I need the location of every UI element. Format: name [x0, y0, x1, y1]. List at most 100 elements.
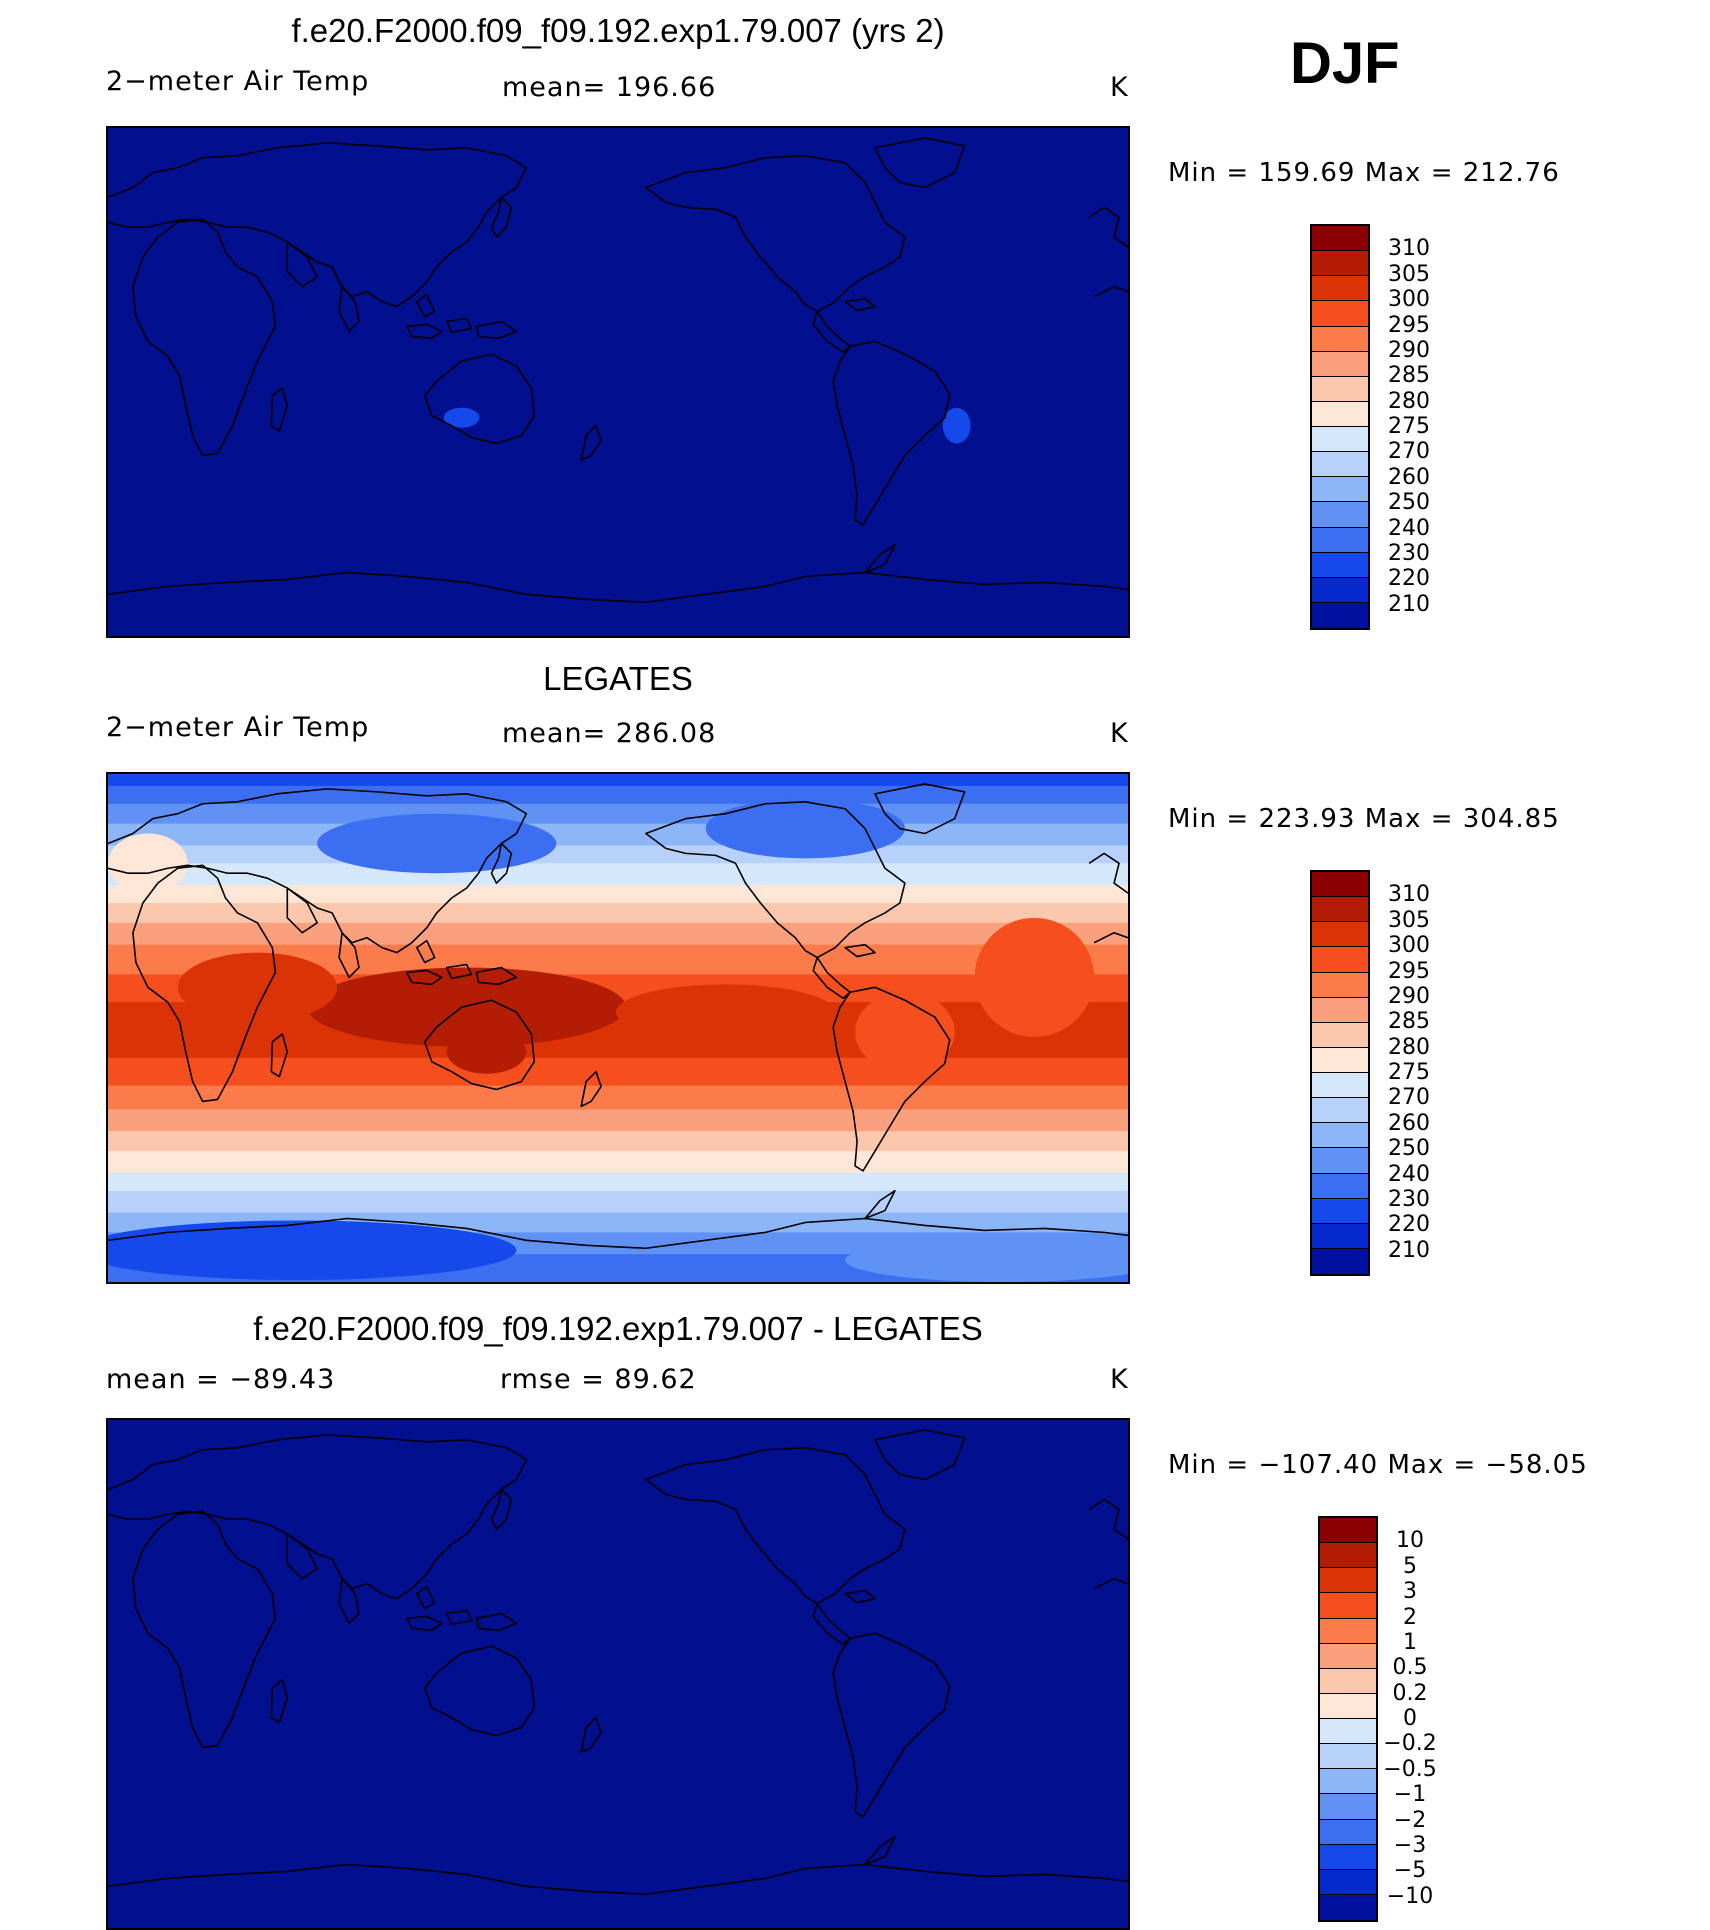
- colorbar-tick-label: 280: [1388, 388, 1430, 414]
- colorbar-swatch: [1312, 1123, 1368, 1149]
- coastline: [874, 137, 966, 189]
- panel-2-minmax: Min = 223.93 Max = 304.85: [1168, 804, 1560, 834]
- coastline: [132, 864, 277, 1103]
- colorbar-tick-label: −2: [1393, 1807, 1427, 1833]
- temperature-band: [108, 1131, 1128, 1153]
- temperature-blob: [855, 992, 955, 1072]
- colorbar-tick-label: −1: [1393, 1782, 1427, 1808]
- coastline: [445, 1609, 473, 1626]
- colorbar-swatch: [1312, 477, 1368, 503]
- colorbar-tick-label: 295: [1388, 958, 1430, 984]
- colorbar-tick-label: 0.5: [1392, 1655, 1428, 1681]
- coastline: [423, 353, 536, 445]
- panel-3-rmse-label: rmse = 89.62: [500, 1364, 697, 1395]
- coastline: [490, 196, 513, 238]
- temperature-band: [108, 845, 1128, 865]
- panel-3-title: f.e20.F2000.f09_f09.192.exp1.79.007 - LE…: [253, 1310, 983, 1347]
- panel-1-mean-label: mean= 196.66: [502, 72, 717, 103]
- coastline: [580, 1716, 602, 1754]
- colorbar-swatch: [1312, 1248, 1368, 1274]
- temperature-band: [108, 922, 1128, 946]
- coastline: [475, 320, 518, 340]
- temperature-band: [108, 1151, 1128, 1174]
- colorbar-swatch: [1320, 1769, 1376, 1795]
- colorbar-swatch: [1312, 276, 1368, 302]
- colorbar-tick-label: 275: [1388, 1060, 1430, 1085]
- panel-1-map: [106, 126, 1130, 638]
- temperature-band: [108, 863, 1128, 887]
- coastline: [108, 142, 528, 308]
- coastline: [812, 956, 851, 1000]
- colorbar-swatch: [1312, 552, 1368, 578]
- colorbar-swatch: [1320, 1543, 1376, 1569]
- temperature-band: [108, 885, 1128, 904]
- coastline: [406, 1615, 443, 1632]
- colorbar-tick-label: 5: [1403, 1553, 1417, 1579]
- temperature-blob: [446, 1029, 527, 1074]
- temperature-band: [108, 774, 1128, 787]
- coastline: [445, 317, 473, 334]
- coastline: [812, 1602, 851, 1646]
- colorbar-tick-label: 220: [1388, 566, 1430, 592]
- coastline: [270, 387, 289, 432]
- coastline: [286, 887, 318, 934]
- coastline: [1093, 1577, 1128, 1590]
- temperature-blob: [307, 967, 626, 1047]
- colorbar-tick-label: 270: [1388, 439, 1430, 465]
- colorbar-tick-label: 230: [1388, 540, 1430, 566]
- colorbar-swatch: [1312, 1148, 1368, 1174]
- coastline: [406, 969, 443, 986]
- temperature-band: [108, 1172, 1128, 1192]
- panel-1-units: K: [1110, 72, 1129, 103]
- panel-3-units: K: [1110, 1364, 1129, 1395]
- colorbar-tick-label: 240: [1388, 515, 1430, 541]
- colorbar-swatch: [1312, 1022, 1368, 1048]
- coastline: [445, 963, 473, 980]
- colorbar-swatch: [1312, 502, 1368, 528]
- season-label: DJF: [1290, 31, 1400, 96]
- coastline: [580, 424, 602, 462]
- colorbar-swatch: [1320, 1869, 1376, 1895]
- colorbar-swatch: [1320, 1618, 1376, 1644]
- panel-2-units: K: [1110, 718, 1129, 749]
- coastline: [844, 297, 876, 312]
- panel-1-title: f.e20.F2000.f09_f09.192.exp1.79.007 (yrs…: [291, 12, 945, 49]
- coastline: [406, 323, 443, 340]
- colorbar-swatch: [1312, 401, 1368, 427]
- colorbar-swatch: [1312, 947, 1368, 973]
- colorbar-tick-label: 300: [1388, 287, 1430, 313]
- colorbar-swatch: [1320, 1794, 1376, 1820]
- colorbar-tick-label: 295: [1388, 312, 1430, 338]
- coastline: [490, 842, 513, 884]
- temperature-blob: [845, 1238, 1128, 1282]
- panel-2-title: LEGATES: [543, 660, 693, 697]
- coastline: [864, 1189, 896, 1220]
- temperature-band: [108, 823, 1128, 847]
- coastline: [490, 1488, 513, 1530]
- colorbar-swatch: [1312, 1223, 1368, 1249]
- colorbar-tick-label: −10: [1386, 1883, 1434, 1909]
- colorbar-swatch: [1312, 972, 1368, 998]
- colorbar-swatch: [1320, 1844, 1376, 1870]
- coastline: [475, 1612, 518, 1632]
- colorbar-swatch: [1312, 527, 1368, 553]
- panel-3-mean-label: mean = −89.43: [106, 1364, 336, 1395]
- coastline: [270, 1033, 289, 1078]
- temperature-band: [108, 1190, 1128, 1214]
- coastline: [645, 1446, 906, 1605]
- colorbar-tick-label: 305: [1388, 907, 1430, 933]
- coastline: [415, 1585, 436, 1610]
- colorbar-swatch: [1312, 1073, 1368, 1099]
- colorbar-tick-label: 280: [1388, 1034, 1430, 1060]
- colorbar-swatch: [1320, 1593, 1376, 1619]
- colorbar-tick-label: −0.5: [1383, 1756, 1437, 1782]
- coastline: [832, 986, 951, 1172]
- warm-anomaly-patch: [942, 407, 971, 444]
- colorbar-tick-label: 285: [1388, 1009, 1430, 1035]
- colorbar-swatch: [1320, 1693, 1376, 1719]
- coastline: [338, 931, 360, 979]
- colorbar-swatch: [1312, 427, 1368, 453]
- colorbar-tick-label: 1: [1403, 1629, 1417, 1655]
- coastline: [1093, 931, 1128, 944]
- colorbar-tick-label: 270: [1388, 1085, 1430, 1111]
